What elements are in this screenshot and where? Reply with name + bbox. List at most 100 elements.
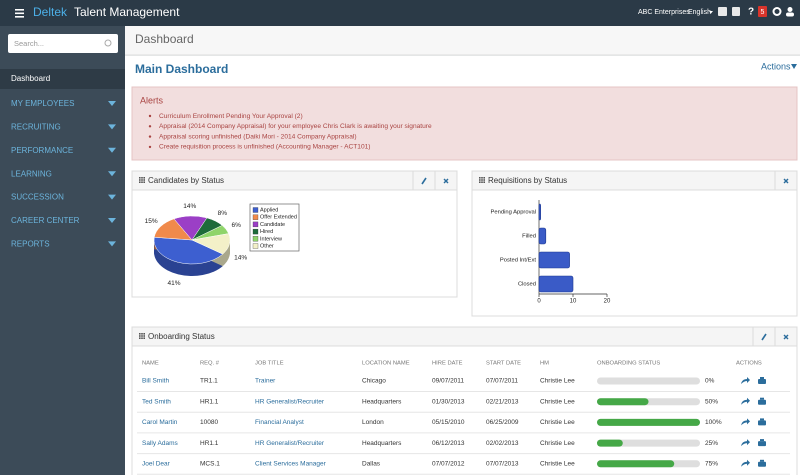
x-tick-label: 20 — [604, 299, 611, 305]
progress-bar — [597, 398, 649, 406]
cell: Christie Lee — [540, 398, 575, 405]
cell: 07/07/2011 — [486, 378, 518, 385]
help-icon[interactable]: ? — [748, 7, 754, 18]
settings-icon[interactable] — [772, 7, 782, 16]
expand-caret — [108, 101, 116, 106]
panel — [471, 170, 798, 317]
alert-item[interactable]: Appraisal scoring unfinished (Daiki Mori… — [159, 133, 357, 140]
alert-item[interactable]: Appraisal (2014 Company Appraisal) for y… — [159, 123, 432, 130]
product-name: Talent Management — [74, 5, 180, 19]
link-cell[interactable]: Bill Smith — [142, 378, 169, 385]
print-action[interactable] — [758, 399, 766, 405]
link-cell[interactable]: HR Generalist/Recruiter — [255, 440, 325, 447]
grid-icon — [139, 337, 141, 339]
expand-caret — [108, 241, 116, 247]
language[interactable]: English — [688, 9, 711, 16]
grid-icon — [141, 333, 143, 335]
column-header: REQ. # — [200, 361, 220, 367]
edit-button[interactable] — [421, 177, 427, 185]
y-tick-label: Pending Approval — [491, 210, 536, 216]
menu-item-active[interactable] — [0, 69, 125, 89]
forward-action[interactable] — [741, 439, 750, 447]
menu-icon[interactable] — [15, 9, 24, 18]
close-button[interactable] — [783, 334, 789, 340]
pie-label: 14% — [234, 255, 247, 262]
legend-swatch — [252, 221, 259, 228]
progress-label: 75% — [705, 461, 718, 468]
grid-icon — [143, 335, 145, 337]
menu-item[interactable]: RECRUITING — [11, 123, 61, 132]
y-tick-label: Filled — [522, 234, 536, 240]
link-cell[interactable]: Carol Martin — [142, 419, 178, 426]
forward-action[interactable] — [741, 397, 750, 405]
link-cell[interactable]: Client Services Manager — [255, 461, 327, 468]
legend-label: Applied — [260, 207, 278, 213]
grid-icon — [141, 181, 143, 183]
actions-menu[interactable]: Actions — [761, 61, 791, 71]
progress-label: 0% — [705, 378, 715, 385]
menu-item[interactable]: MY EMPLOYEES — [11, 99, 74, 108]
legend-label: Other — [260, 243, 274, 249]
alert-item[interactable]: Curriculum Enrollment Pending Your Appro… — [159, 113, 303, 120]
close-button[interactable] — [443, 178, 449, 184]
menu-item[interactable]: Dashboard — [11, 74, 50, 83]
cell: 06/25/2009 — [486, 419, 519, 426]
inbox-icon[interactable] — [718, 7, 727, 16]
column-header: ONBOARDING STATUS — [597, 361, 660, 367]
cell: 02/02/2013 — [486, 440, 519, 447]
expand-caret — [108, 124, 116, 130]
menu-item[interactable]: CAREER CENTER — [11, 216, 80, 225]
legend-swatch — [252, 243, 259, 249]
bar — [538, 203, 542, 221]
cell: Headquarters — [362, 440, 402, 447]
grid-icon — [483, 181, 485, 183]
print-action[interactable] — [758, 420, 766, 426]
company-name[interactable]: ABC Enterprises — [638, 9, 690, 16]
menu-item[interactable]: REPORTS — [11, 240, 50, 249]
search-icon[interactable] — [104, 39, 112, 47]
grid-icon — [143, 179, 145, 181]
link-cell[interactable]: Trainer — [255, 378, 276, 385]
column-header: HM — [540, 361, 549, 367]
print-action[interactable] — [758, 379, 766, 384]
alert-item[interactable]: Create requisition process is unfinished… — [159, 144, 370, 151]
menu-item[interactable]: SUCCESSION — [11, 193, 64, 202]
user-icon[interactable] — [787, 7, 793, 12]
expand-caret — [108, 218, 116, 223]
grid-icon — [141, 179, 143, 181]
breadcrumb: Dashboard — [135, 32, 194, 46]
link-cell[interactable]: Sally Adams — [142, 440, 179, 447]
menu-item[interactable]: LEARNING — [11, 169, 52, 178]
link-cell[interactable]: Joel Dear — [142, 461, 171, 468]
column-header: JOB TITLE — [255, 361, 284, 367]
grid-icon — [141, 177, 143, 179]
link-cell[interactable]: Financial Analyst — [255, 419, 304, 426]
link-cell[interactable]: Ted Smith — [142, 398, 171, 405]
forward-action[interactable] — [741, 418, 750, 426]
panel-title: Candidates by Status — [148, 176, 224, 185]
panel-header — [131, 326, 798, 347]
cell: Christie Lee — [540, 461, 575, 468]
panel-title: Requisitions by Status — [488, 176, 567, 185]
print-action[interactable] — [758, 461, 766, 467]
cell: Christie Lee — [540, 440, 575, 447]
forward-action[interactable] — [741, 377, 750, 384]
link-cell[interactable]: HR Generalist/Recruiter — [255, 398, 325, 405]
search-box[interactable] — [8, 34, 118, 53]
grid-icon — [479, 179, 481, 181]
edit-button[interactable] — [761, 333, 767, 341]
tasks-icon[interactable] — [732, 7, 740, 16]
close-button[interactable] — [783, 178, 789, 184]
top-bar — [0, 0, 800, 26]
progress-track — [597, 439, 700, 447]
forward-action[interactable] — [741, 459, 750, 467]
menu-item[interactable]: PERFORMANCE — [11, 146, 73, 155]
panel-header — [471, 170, 798, 191]
cell: 02/21/2013 — [486, 398, 519, 405]
grid-icon — [479, 181, 481, 183]
bullet — [148, 125, 152, 128]
notification-badge[interactable] — [758, 6, 767, 17]
print-action[interactable] — [758, 441, 766, 447]
